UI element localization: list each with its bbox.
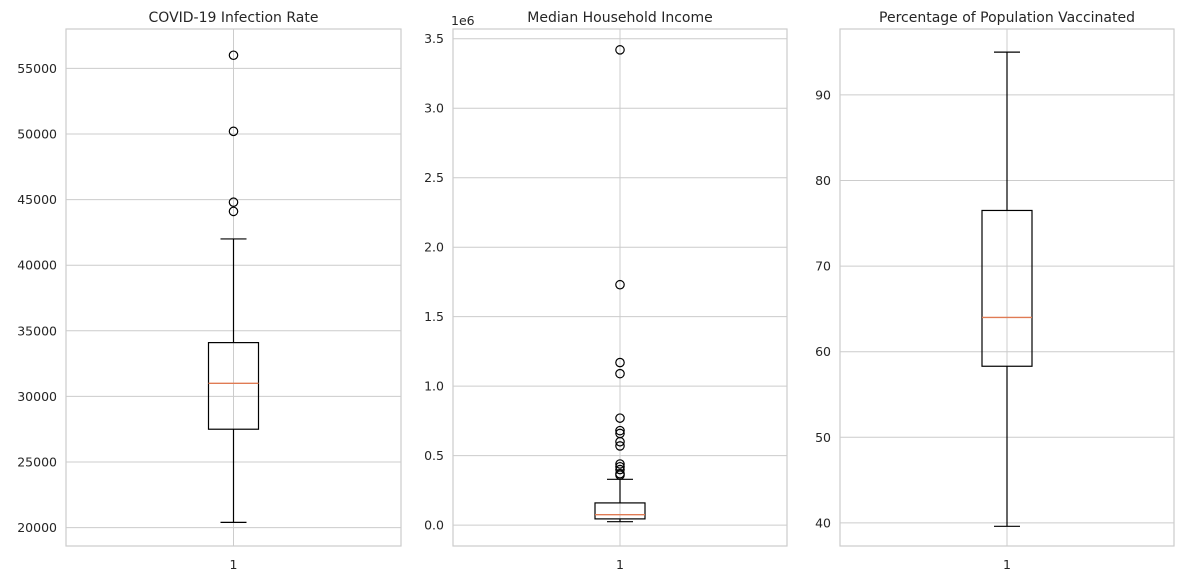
y-tick-label: 0.5 [424,448,444,463]
iqr-box [594,502,646,520]
y-tick-label: 0.0 [424,518,444,533]
plot-frame [452,28,788,547]
outlier-point [615,468,625,479]
y-tick-label: 55000 [17,61,57,76]
y-tick-label: 25000 [17,455,57,470]
outlier-point [228,126,239,137]
y-tick-label: 40 [815,515,831,530]
outlier-point [615,425,625,436]
outlier-point [228,206,239,217]
y-tick-label: 35000 [17,323,57,338]
y-tick-label: 40000 [17,258,57,273]
plot-frame [839,28,1175,547]
panel-1: 20000 25000 30000 35000 40000 45000 50000 55000… [17,10,402,572]
outlier-point [615,441,625,451]
y-tick-label: 80 [815,173,831,188]
y-tick-label: 2.5 [424,170,444,185]
y-tick-label: 30000 [17,389,57,404]
panel-title: Percentage of Population Vaccinated [879,10,1135,26]
outlier-point [615,368,625,379]
outlier-point [228,197,239,208]
y-tick-label: 60 [815,344,831,359]
x-tick-label: 1 [230,557,238,572]
y-tick-label: 70 [815,259,831,274]
outlier-point [615,464,625,475]
outlier-point [615,461,625,472]
panel-3: 40 50 60 70 80 90 1 Percentage of Population Va… [815,10,1175,572]
y-tick-label: 45000 [17,192,57,207]
y-tick-label: 50000 [17,126,57,141]
x-tick-label: 1 [1003,557,1011,572]
panel-2: 0.0 0.5 1.0 1.5 2.0 2.5 3.0 3.5 1 Median Househol… [424,10,788,572]
outlier-point [615,413,625,423]
y-tick-label: 50 [815,430,831,445]
axis-offset-label: 1e6 [451,13,475,28]
panel-title: Median Household Income [527,10,712,26]
y-tick-label: 3.5 [424,31,444,46]
outlier-point [615,428,625,439]
outlier-point [615,357,625,368]
y-tick-label: 20000 [17,520,57,535]
y-tick-label: 90 [815,87,831,102]
plot-frame [65,28,402,547]
panel-title: COVID-19 Infection Rate [149,10,319,26]
y-tick-label: 1.0 [424,379,444,394]
iqr-box [207,342,260,430]
outlier-point [615,45,625,55]
y-tick-label: 2.0 [424,240,444,255]
outlier-point [615,279,625,290]
y-tick-label: 3.0 [424,101,444,116]
x-tick-label: 1 [616,557,624,572]
y-tick-label: 1.5 [424,309,444,324]
outlier-point [228,50,239,61]
outlier-point [615,459,625,469]
iqr-box [981,209,1033,367]
